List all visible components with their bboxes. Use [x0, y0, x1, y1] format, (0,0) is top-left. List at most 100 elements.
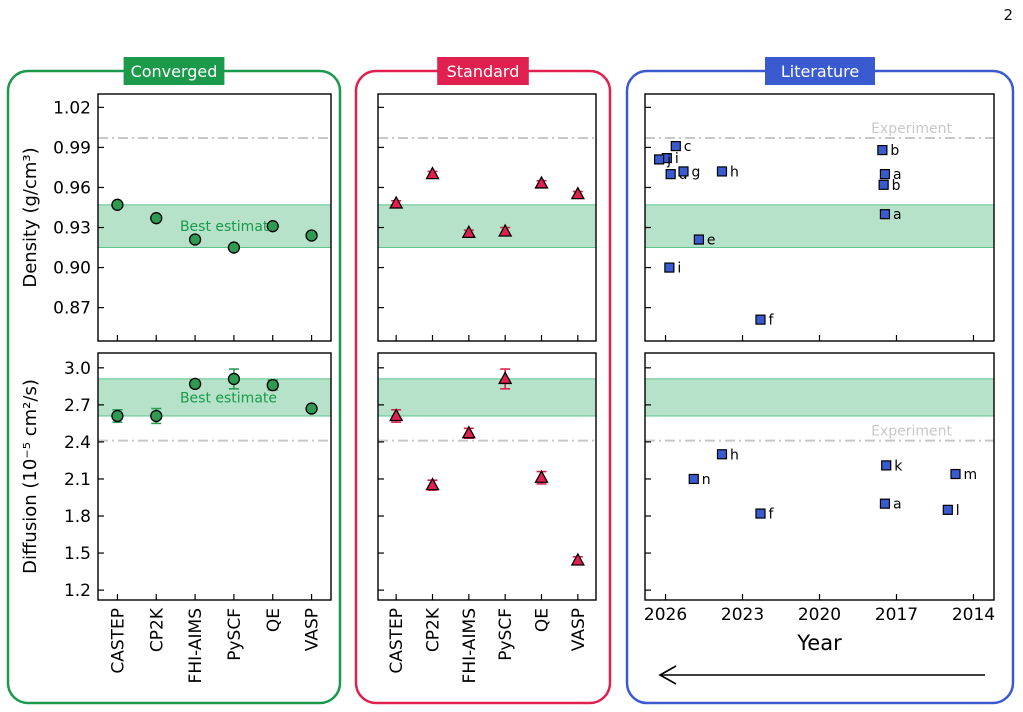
chart1-ytick-label-2: 1.8: [64, 507, 91, 527]
chart0-ytick-label-4: 0.99: [53, 138, 91, 158]
chart1-xtick-label-5: VASP: [303, 608, 323, 651]
chart5-point-label-1: n: [702, 472, 711, 488]
panel-title-converged: Converged: [131, 62, 218, 81]
time-arrow-head: [658, 665, 677, 685]
chart3-xtick-label-2: FHI-AIMS: [460, 608, 480, 683]
chart2-point-4: [534, 175, 549, 189]
chart3-point-1: [425, 477, 440, 491]
chart1-xtick-label-1: CP2K: [147, 607, 167, 652]
chart4-point-label-11: i: [677, 261, 681, 277]
chart3-xtick-label-1: CP2K: [424, 607, 444, 652]
panel-title-badge-literature: [765, 57, 875, 85]
chart2-point-3: [498, 223, 513, 237]
chart4-point-label-4: g: [691, 164, 700, 180]
chart1-point-4: [266, 378, 279, 392]
chart4-point-label-5: h: [730, 164, 739, 180]
chart4-point-7: [879, 169, 891, 180]
chart4-point-label-0: c: [684, 139, 692, 155]
chart5-best-estimate-band: [645, 378, 994, 416]
chart5-point-6: [942, 504, 953, 515]
chart5-point-label-5: m: [964, 467, 978, 483]
ylabel-density: Density (g/cm³): [20, 147, 41, 287]
chart0-point-0: [111, 198, 124, 211]
chart4-point-12: [755, 314, 766, 325]
chart0-ytick-label-2: 0.93: [53, 219, 91, 239]
chart4-point-0: [670, 140, 681, 152]
chart5-xtick-label-2: 2020: [798, 605, 841, 625]
chart1-point-3: [227, 372, 241, 386]
chart0-ytick-label-1: 0.90: [53, 259, 91, 279]
chart5-point-label-0: h: [730, 447, 739, 463]
chart1-ytick-label-1: 1.5: [64, 544, 91, 564]
chart4-point-label-12: f: [768, 313, 774, 329]
chart4-point-label-6: b: [890, 143, 899, 159]
chart3-xtick-label-0: CASTEP: [387, 608, 407, 674]
chart4-point-8: [878, 179, 889, 190]
chart3-xtick-label-5: VASP: [569, 608, 589, 651]
chart1-point-1: [150, 409, 163, 423]
chart5-point-5: [950, 468, 961, 480]
chart4-point-4: [678, 166, 689, 177]
chart4-axes-frame: [644, 93, 995, 342]
chart4-point-label-2: j: [666, 152, 671, 168]
chart0-point-4: [266, 220, 279, 233]
chart1-point-0: [111, 409, 124, 423]
chart1-ytick-label-5: 2.7: [64, 396, 91, 416]
chart1-point-5: [305, 402, 318, 415]
chart3-point-4: [534, 469, 549, 483]
chart3-point-5: [570, 552, 585, 566]
chart2-point-0: [389, 195, 404, 209]
chart3-point-2: [461, 425, 476, 439]
chart5-xtick-label-1: 2023: [721, 605, 764, 625]
chart5-xtick-label-4: 2014: [952, 605, 995, 625]
chart5-point-3: [881, 460, 892, 471]
chart4-point-9: [879, 209, 891, 220]
chart5-point-label-3: k: [894, 458, 903, 474]
chart3-point-0: [389, 408, 404, 422]
chart4-point-label-8: b: [892, 178, 901, 194]
chart5-experiment-label: Experiment: [871, 424, 952, 440]
chart5-point-0: [716, 449, 728, 460]
chart1-ytick-label-3: 2.1: [64, 470, 91, 490]
chart5-point-2: [755, 508, 766, 519]
chart0-point-3: [227, 241, 241, 254]
chart4-point-6: [877, 144, 888, 156]
chart1-ytick-label-0: 1.2: [64, 581, 91, 601]
chart1-xtick-label-2: FHI-AIMS: [186, 608, 206, 683]
chart5-xtick-label-0: 2026: [644, 605, 687, 625]
chart5-xtick-label-3: 2017: [875, 605, 918, 625]
chart5-axes-frame: [644, 352, 995, 601]
chart1-ytick-label-4: 2.4: [64, 433, 91, 453]
ylabel-diffusion: Diffusion (10⁻⁵ cm²/s): [20, 379, 41, 574]
chart3-axes-frame: [377, 352, 597, 601]
chart0-best-estimate-label: Best estimate: [180, 219, 277, 235]
chart2-point-1: [425, 166, 440, 180]
chart0-best-estimate-band: [98, 204, 331, 248]
chart4-point-10: [693, 234, 704, 245]
chart3-point-3: [498, 371, 513, 385]
chart5-point-1: [688, 473, 699, 485]
chart5-point-4: [879, 498, 891, 509]
chart0-point-1: [150, 212, 163, 225]
panel-title-badge-converged: [123, 57, 225, 85]
chart4-point-3: [665, 169, 676, 180]
chart4-point-label-10: e: [707, 233, 716, 249]
chart1-best-estimate-label: Best estimate: [180, 390, 277, 406]
chart5-point-label-6: l: [956, 503, 960, 519]
panel-title-literature: Literature: [781, 62, 859, 81]
chart2-best-estimate-band: [378, 204, 596, 248]
chart1-xtick-label-3: PySCF: [225, 608, 245, 661]
chart5-xlabel: Year: [796, 631, 842, 655]
panel-title-badge-standard: [437, 57, 529, 85]
chart5-point-label-4: a: [893, 497, 902, 513]
chart5-point-label-2: f: [768, 507, 774, 523]
chart0-ytick-label-3: 0.96: [53, 178, 91, 198]
chart4-point-5: [716, 166, 728, 177]
chart3-xtick-label-4: QE: [533, 608, 553, 632]
chart2-point-5: [570, 186, 585, 200]
chart4-point-label-9: a: [893, 207, 902, 223]
chart3-best-estimate-band: [378, 378, 596, 416]
chart1-xtick-label-0: CASTEP: [108, 608, 128, 674]
chart2-axes-frame: [377, 93, 597, 342]
